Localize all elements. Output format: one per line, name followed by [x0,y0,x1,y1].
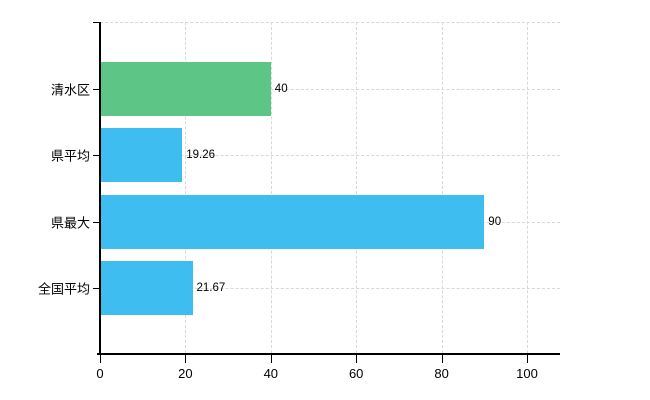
bar-value-label: 40 [274,82,288,95]
v-gridline [270,22,272,353]
bar [101,128,183,183]
x-tick-label: 100 [516,366,538,381]
y-axis-line [99,22,101,354]
x-tick-label: 40 [263,366,279,381]
bar-value-label: 21.67 [196,282,226,295]
x-tick [185,355,187,363]
bar-value-label: 90 [488,215,502,228]
x-tick [527,355,528,363]
h-gridline [100,22,560,23]
x-tick-label: 80 [434,366,449,381]
category-tick [93,221,100,223]
bar-value-label: 19.26 [186,149,216,162]
h-gridline [100,288,560,290]
v-gridline [527,22,528,353]
h-gridline [100,155,560,157]
category-label: 県平均 [50,148,90,164]
bar [101,194,485,249]
x-tick [441,355,443,363]
x-tick [100,355,101,363]
v-gridline [356,22,358,353]
category-tick [93,155,100,157]
category-label: 清水区 [50,82,90,97]
category-tick [93,288,100,290]
h-gridline [100,88,560,90]
v-gridline [441,22,443,353]
category-label: 県最大 [50,215,90,231]
x-tick [270,355,272,363]
x-tick-label: 0 [96,366,104,381]
bar [101,61,271,116]
x-tick-label: 20 [178,366,193,381]
bar [101,261,193,316]
x-axis-line [97,353,560,355]
x-tick [356,355,358,363]
axis-top-tick [93,22,100,23]
category-tick [93,88,100,90]
x-tick-label: 60 [348,366,364,381]
v-gridline [185,22,187,353]
category-label: 全国平均 [37,281,90,297]
